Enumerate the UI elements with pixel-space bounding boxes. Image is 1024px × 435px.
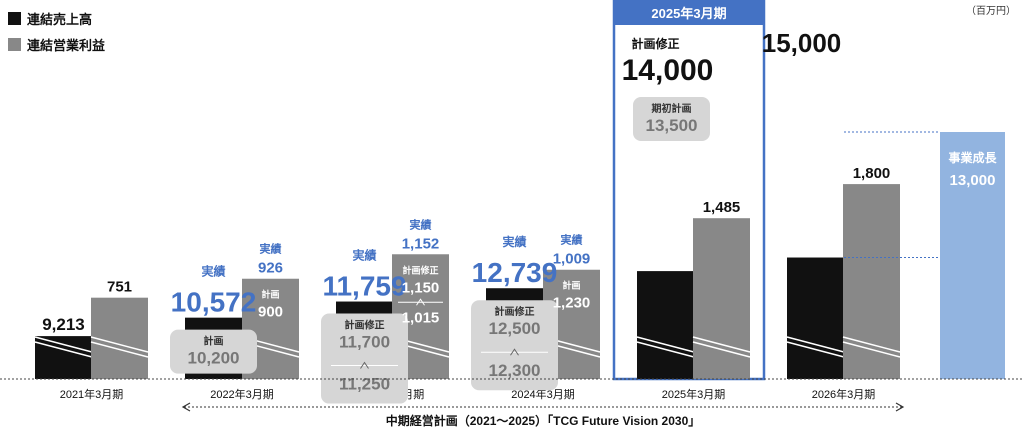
sales-value-label-3: 12,739	[472, 257, 558, 288]
op-break-mark-b-4	[692, 341, 751, 358]
sales-break-mark-4	[636, 336, 695, 353]
sales-value-label-1: 10,572	[171, 287, 257, 318]
plan-box-value-b-2: 11,250	[339, 375, 390, 394]
sales-bar-4	[637, 271, 694, 379]
plan-box-value-1: 10,200	[188, 349, 240, 368]
target-growth-value: 13,000	[950, 172, 996, 189]
legend: 連結売上高 連結営業利益	[8, 12, 105, 53]
sales-top-label-2: 実績	[352, 248, 376, 263]
plan-box-title-3: 計画修正	[495, 305, 535, 318]
sales-break-mark-5	[786, 336, 845, 353]
op-break-mark-5	[842, 336, 901, 353]
highlight-header-label: 2025年3月期	[651, 6, 726, 21]
op-bar-5	[843, 184, 900, 379]
op-top-label-2: 実績	[410, 217, 432, 231]
sales-top-label-4: 計画修正	[631, 36, 679, 51]
x-tick-label-0: 2021年3月期	[60, 387, 124, 401]
target-bar-growth	[940, 132, 1005, 379]
plan-box-value-2: 11,700	[339, 333, 390, 352]
op-bar-0	[91, 297, 148, 379]
sales-value-label-4: 14,000	[622, 54, 714, 87]
x-tick-label-5: 2026年3月期	[812, 387, 876, 401]
sales-top-label-1: 実績	[201, 264, 225, 279]
plan-box-title-2: 計画修正	[345, 319, 385, 332]
sales-break-mark-b-4	[636, 341, 695, 358]
sales-top-label-3: 実績	[502, 234, 526, 249]
period-arrow-left-head	[181, 402, 191, 412]
sales-value-label-5: 15,000	[762, 28, 842, 58]
plan-box-value-b-3: 12,300	[489, 361, 541, 380]
legend-swatch-op	[8, 38, 21, 51]
legend-swatch-sales	[8, 12, 21, 25]
op-top-label-1: 実績	[260, 242, 282, 256]
period-arrow-right-head	[895, 402, 905, 412]
op-plan-value-b-2: 1,015	[402, 309, 440, 326]
sales-break-mark-0	[34, 336, 93, 353]
op-break-mark-b-0	[90, 341, 149, 358]
x-tick-label-4: 2025年3月期	[662, 387, 726, 401]
plan-box-title-4: 期初計画	[652, 102, 692, 115]
op-value-label-4: 1,485	[703, 199, 741, 216]
legend-label-op: 連結営業利益	[27, 38, 105, 53]
plan-box-1	[170, 329, 257, 374]
sales-break-mark-b-0	[34, 341, 93, 358]
op-plan-value-1: 900	[258, 304, 283, 321]
period-arrow: 中期経営計画（2021～2025）「TCG Future Vision 2030…	[181, 402, 905, 428]
sales-value-label-0: 9,213	[42, 315, 85, 334]
op-bar-4	[693, 218, 750, 379]
plan-box-3	[471, 300, 558, 391]
plan-box-title-1: 計画	[204, 335, 224, 348]
plan-box-value-3: 12,500	[489, 319, 541, 338]
target-ma-value: 2,000	[955, 95, 990, 111]
op-value-label-2: 1,152	[402, 235, 440, 252]
x-tick-label-3: 2024年3月期	[511, 387, 575, 401]
op-top-label-3: 実績	[561, 233, 583, 247]
op-break-mark-0	[90, 336, 149, 353]
op-plan-title-1: 計画	[261, 289, 279, 300]
legend-label-sales: 連結売上高	[27, 12, 92, 27]
plan-box-2	[321, 313, 408, 404]
x-tick-label-1: 2022年3月期	[210, 387, 274, 401]
target-ma-label: M&A	[959, 74, 987, 88]
sales-bar-0	[35, 336, 92, 379]
unit-label: （百万円）	[966, 5, 1016, 17]
op-plan-title-3: 計画	[562, 280, 580, 291]
sales-break-mark-b-5	[786, 341, 845, 358]
op-break-mark-4	[692, 336, 751, 353]
op-value-label-1: 926	[258, 260, 283, 277]
op-value-label-0: 751	[107, 279, 132, 296]
op-plan-up-arrow-2	[416, 298, 425, 306]
plan-box-4	[633, 97, 710, 141]
sales-bar-5	[787, 257, 844, 379]
op-plan-title-2: 計画修正	[402, 264, 438, 275]
plan-box-up-arrow-2	[360, 361, 369, 369]
highlight-header	[614, 1, 764, 25]
op-value-label-3: 1,009	[553, 251, 591, 268]
plan-box-value-4: 13,500	[646, 116, 698, 135]
op-plan-value-2: 1,150	[402, 279, 440, 296]
op-plan-value-3: 1,230	[553, 295, 591, 312]
plan-box-up-arrow-3	[510, 348, 519, 356]
op-value-label-5: 1,800	[853, 165, 891, 182]
op-break-mark-b-5	[842, 341, 901, 358]
target-growth-label: 事業成長	[948, 150, 997, 165]
period-caption: 中期経営計画（2021～2025）「TCG Future Vision 2030…	[386, 413, 701, 428]
sales-value-label-2: 11,759	[322, 271, 406, 302]
